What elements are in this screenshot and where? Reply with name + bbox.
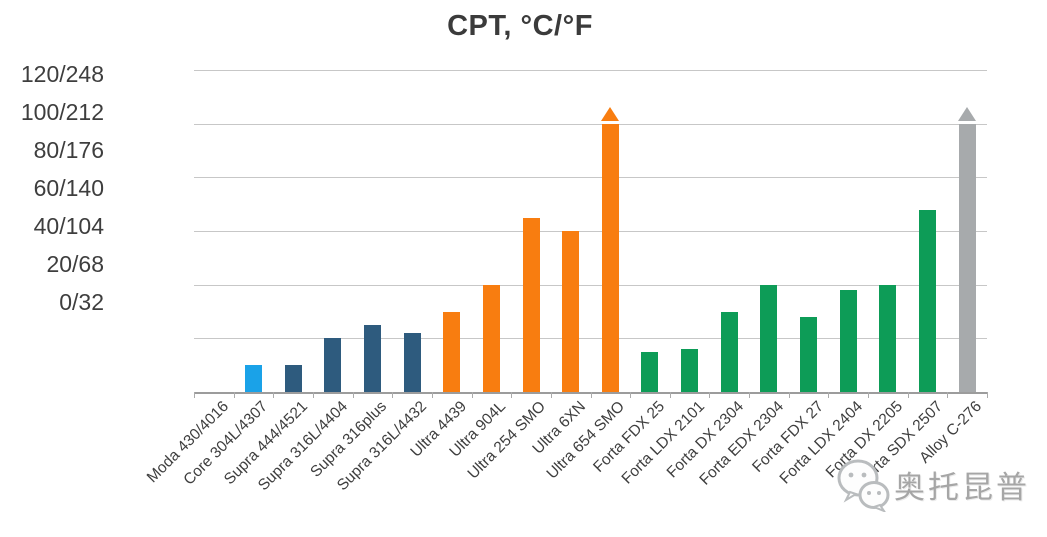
bar-alloy-c-276 xyxy=(958,123,976,392)
bar-forta-ldx-2101 xyxy=(681,349,699,392)
x-axis-tick xyxy=(907,392,909,398)
y-tick-label: 40/104 xyxy=(33,213,104,239)
bar-forta-dx-2304 xyxy=(720,311,738,392)
x-axis-tick xyxy=(749,392,751,398)
bar-forta-ldx-2404 xyxy=(839,290,857,392)
x-axis-tick xyxy=(194,392,195,398)
x-axis-tick xyxy=(947,392,949,398)
gridline xyxy=(194,123,987,125)
x-axis-tick xyxy=(630,392,632,398)
y-axis: 120/248 100/212 80/176 60/140 40/104 20/68 0/3… xyxy=(0,55,104,321)
x-axis-tick xyxy=(590,392,592,398)
plot-area xyxy=(194,70,988,398)
bar-ultra-6xn xyxy=(562,231,580,392)
bar-supra-316plus xyxy=(363,324,381,392)
x-axis-tick xyxy=(352,392,354,398)
exceeds-scale-arrow xyxy=(601,106,620,121)
gridline xyxy=(194,70,987,71)
bar-forta-dx-2205 xyxy=(879,284,897,392)
x-axis-tick xyxy=(709,392,711,398)
x-axis-tick xyxy=(511,392,513,398)
x-axis-tick xyxy=(471,392,473,398)
y-tick-label: 100/212 xyxy=(20,99,104,125)
watermark: 奥托昆普 xyxy=(836,456,1030,512)
gridline xyxy=(194,177,987,179)
gridline xyxy=(194,231,987,232)
bar-ultra-254-smo xyxy=(522,217,540,392)
x-axis-tick xyxy=(669,392,671,398)
gridline xyxy=(194,338,987,340)
x-axis-tick xyxy=(273,392,275,398)
x-axis-tick xyxy=(392,392,394,398)
chart-title: CPT, °C/°F xyxy=(447,10,593,42)
x-axis-tick xyxy=(233,392,235,398)
bar-forta-sdx-2507 xyxy=(919,209,937,392)
bar-supra-316l-4404 xyxy=(324,338,342,392)
y-tick-label: 0/32 xyxy=(59,289,104,315)
x-axis-tick xyxy=(550,392,552,398)
bar-ultra-654-smo xyxy=(601,123,619,392)
bar-supra-316l-4432 xyxy=(403,332,421,392)
x-axis-tick xyxy=(431,392,433,398)
watermark-text: 奥托昆普 xyxy=(894,469,1030,505)
y-tick-label: 60/140 xyxy=(33,175,104,201)
x-axis-tick xyxy=(868,392,870,398)
bar-ultra-4439 xyxy=(443,311,461,392)
bar-forta-edx-2304 xyxy=(760,284,778,392)
y-tick-label: 20/68 xyxy=(46,251,104,277)
bar-supra-444-4521 xyxy=(284,365,302,392)
bar-core-304l-4307 xyxy=(244,365,262,392)
y-tick-label: 120/248 xyxy=(20,61,104,87)
bar-ultra-904l xyxy=(482,284,500,392)
bar-forta-fdx-25 xyxy=(641,351,659,392)
y-tick-label: 80/176 xyxy=(33,137,104,163)
gridline xyxy=(194,284,987,286)
x-axis-tick xyxy=(788,392,790,398)
x-axis-tick xyxy=(828,392,830,398)
x-axis-tick xyxy=(987,392,988,398)
exceeds-scale-arrow xyxy=(958,106,977,121)
x-axis-tick xyxy=(312,392,314,398)
bar-forta-fdx-27 xyxy=(800,316,818,392)
wechat-icon xyxy=(837,459,890,512)
